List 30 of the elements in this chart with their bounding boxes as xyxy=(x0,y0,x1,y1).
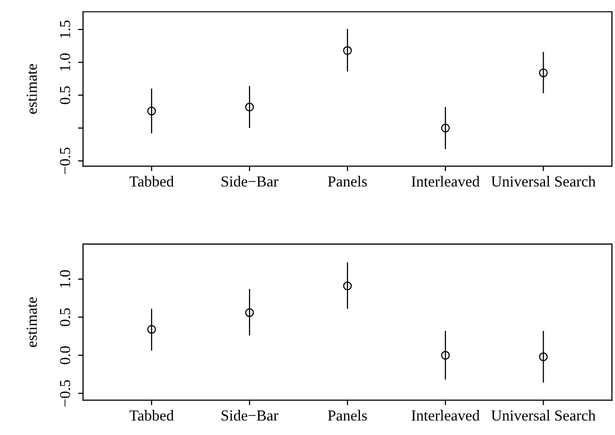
x-tick-label: Tabbed xyxy=(129,410,174,421)
y-tick-label: 0.5 xyxy=(60,308,70,326)
y-axis-title: estimate xyxy=(26,297,37,347)
y-tick-label: 1.5 xyxy=(60,20,70,38)
x-tick-label: Tabbed xyxy=(129,176,174,187)
point xyxy=(441,350,450,360)
x-tick-label: Side−Bar xyxy=(222,410,278,421)
point xyxy=(245,102,254,112)
y-tick-label: 0.0 xyxy=(60,346,70,364)
point xyxy=(538,352,548,362)
x-tick-label: Universal Search xyxy=(491,176,596,187)
x-tick-label: Interleaved xyxy=(412,176,480,187)
point xyxy=(441,124,450,132)
point xyxy=(538,68,548,78)
x-tick-label: Universal Search xyxy=(491,410,596,421)
y-tick-label: 1.0 xyxy=(60,270,70,288)
y-tick-label: −0.5 xyxy=(60,148,70,174)
point xyxy=(147,324,156,334)
point xyxy=(343,46,352,55)
y-axis-title: estimate xyxy=(26,64,37,114)
point xyxy=(245,308,254,317)
x-tick-label: Panels xyxy=(328,410,367,421)
point xyxy=(147,106,156,116)
y-tick-label: −0.5 xyxy=(60,380,70,406)
x-tick-label: Panels xyxy=(328,176,367,187)
x-tick-label: Interleaved xyxy=(412,410,480,421)
y-tick-label: 1.0 xyxy=(60,53,70,71)
y-tick-label: 0.5 xyxy=(60,86,70,104)
x-tick-label: Side−Bar xyxy=(222,176,278,187)
point xyxy=(343,282,352,290)
